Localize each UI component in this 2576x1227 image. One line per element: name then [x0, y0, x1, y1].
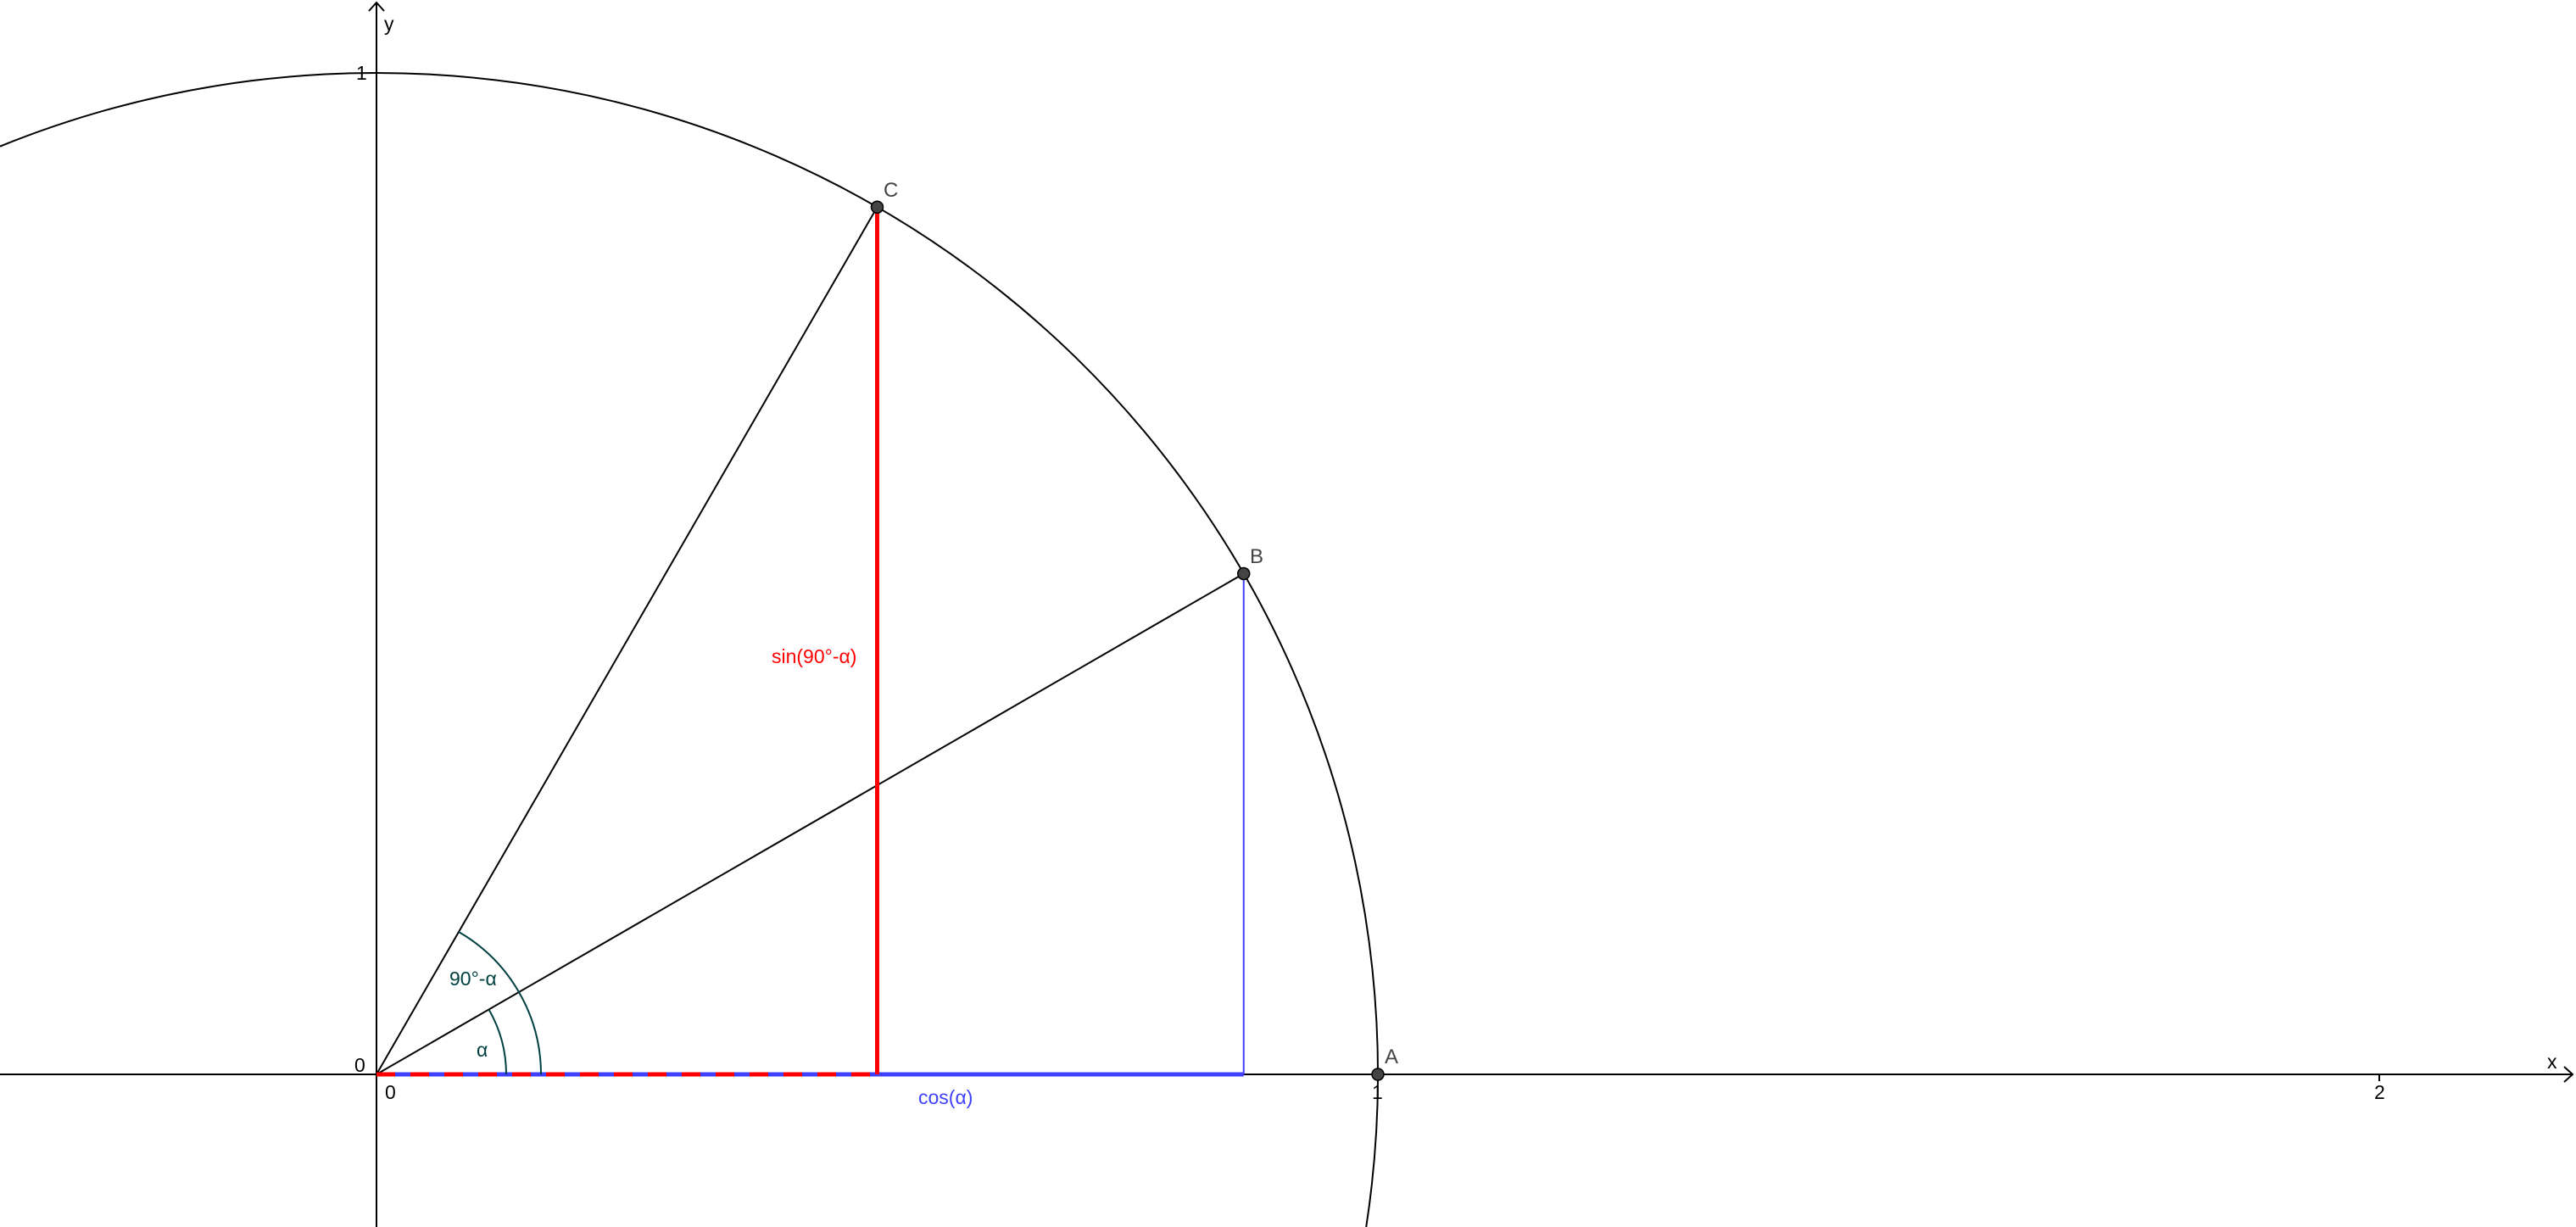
origin-y-label: 0 [354, 1054, 365, 1076]
cos-label: cos(α) [918, 1086, 973, 1108]
x-axis-label: x [2547, 1051, 2557, 1073]
point-a [1371, 1068, 1385, 1081]
origin-x-label: 0 [385, 1081, 396, 1103]
point-label-a: A [1385, 1046, 1398, 1068]
angle-alpha-arc [488, 1009, 507, 1075]
x-axis-arrow [2563, 1066, 2574, 1083]
x-tick-label-2: 2 [2374, 1081, 2385, 1103]
angle-complement-label: 90°-α [449, 968, 497, 990]
angle-complement-arc [458, 931, 542, 1075]
sin-label: sin(90°-α) [772, 645, 856, 667]
y-tick-label-1: 1 [356, 62, 367, 84]
point-label-c: C [884, 179, 898, 202]
ray-oc [376, 206, 878, 1075]
ray-ob [376, 572, 1245, 1075]
y-axis-arrow [368, 1, 385, 12]
point-c [870, 200, 884, 215]
unit-circle [0, 72, 1379, 1227]
x-tick-label-1: 1 [1372, 1081, 1383, 1103]
angle-alpha-label: α [477, 1039, 488, 1061]
point-b [1236, 566, 1251, 581]
point-label-b: B [1250, 545, 1263, 568]
y-axis-label: y [384, 13, 394, 35]
